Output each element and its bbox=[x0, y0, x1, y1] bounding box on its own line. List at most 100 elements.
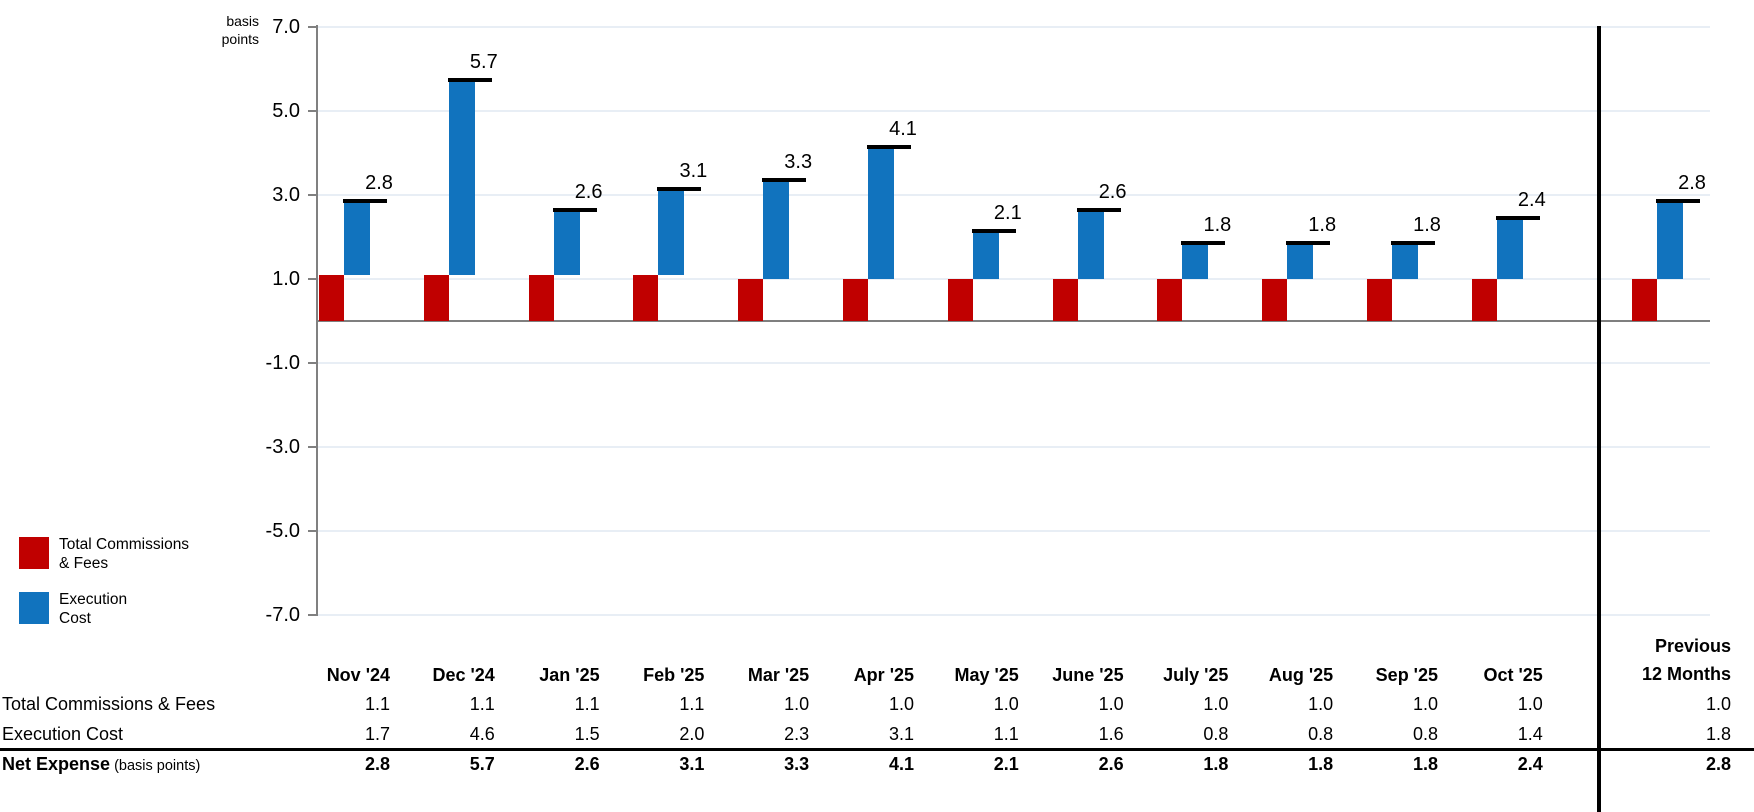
table-value-cell: 3.1 bbox=[679, 754, 705, 774]
bar-value-label: 1.8 bbox=[1203, 214, 1232, 237]
table-column-header: July '25 bbox=[1163, 665, 1229, 685]
bar-value-label: 4.1 bbox=[889, 117, 917, 140]
bar-execution-cost bbox=[1392, 245, 1418, 279]
y-axis-tick-label: -3.0 bbox=[265, 436, 300, 458]
grid-line bbox=[317, 110, 1710, 112]
table-column-header: May '25 bbox=[954, 665, 1019, 685]
y-axis-tick bbox=[308, 362, 317, 364]
table-value-cell: 2.8 bbox=[364, 754, 390, 774]
table-value-cell: 1.8 bbox=[1412, 754, 1438, 774]
table-value-cell-previous: 1.8 bbox=[1705, 724, 1731, 744]
table-column-header: Mar '25 bbox=[747, 665, 810, 685]
bar-value-label: 2.8 bbox=[365, 172, 393, 195]
bar-total-commissions-fees bbox=[423, 274, 449, 321]
grid-line bbox=[317, 26, 1710, 28]
bar-value-label: 2.4 bbox=[1517, 189, 1546, 212]
table-value-cell: 1.8 bbox=[1308, 754, 1334, 774]
net-expense-total-marker bbox=[447, 77, 492, 82]
table-value-cell: 0.8 bbox=[1308, 724, 1334, 744]
bar-total-commissions-fees bbox=[947, 279, 973, 321]
table-value-cell: 2.6 bbox=[574, 754, 600, 774]
net-expense-total-marker bbox=[1076, 207, 1121, 212]
bar-value-label: 3.1 bbox=[679, 159, 708, 182]
table-value-cell: 1.1 bbox=[574, 694, 600, 714]
table-value-cell: 3.3 bbox=[784, 754, 810, 774]
table-value-cell: 4.6 bbox=[469, 724, 495, 744]
table-value-cell-previous: 2.8 bbox=[1705, 754, 1731, 774]
table-value-cell: 1.0 bbox=[1412, 694, 1438, 714]
bar-value-label: 5.7 bbox=[469, 50, 498, 73]
table-value-cell-previous: 1.0 bbox=[1705, 694, 1731, 714]
bar-execution-cost bbox=[553, 211, 580, 275]
y-axis-tick-label: -1.0 bbox=[265, 352, 300, 374]
bar-total-commissions-fees bbox=[1367, 279, 1392, 321]
table-column-header: Jan '25 bbox=[539, 665, 600, 685]
bar-total-commissions-fees bbox=[1157, 279, 1183, 321]
legend-label-commissions-line1: Total Commissions bbox=[59, 536, 190, 553]
bar-total-commissions-fees bbox=[843, 279, 868, 321]
net-expense-total-marker bbox=[657, 186, 702, 191]
table-column-header-previous-line1: Previous bbox=[1654, 636, 1731, 656]
net-expense-unit-note: (basis points) bbox=[110, 758, 201, 774]
net-expense-label: Net Expense bbox=[2, 754, 111, 774]
y-axis-tick bbox=[308, 530, 317, 532]
table-row-label-net-expense: Net Expense (basis points) bbox=[2, 753, 200, 777]
table-value-cell: 3.1 bbox=[888, 724, 914, 744]
table-value-cell: 1.0 bbox=[1517, 694, 1543, 714]
net-expense-total-marker bbox=[971, 228, 1016, 233]
y-axis-tick bbox=[308, 278, 317, 280]
table-value-cell: 1.8 bbox=[1203, 754, 1229, 774]
bar-total-commissions-fees bbox=[1471, 279, 1497, 321]
legend-swatch-execution bbox=[19, 592, 49, 624]
bar-execution-cost bbox=[448, 81, 475, 275]
y-axis-tick-label: 5.0 bbox=[272, 100, 300, 122]
bar-value-label: 2.8 bbox=[1678, 172, 1706, 195]
table-row-label-total-commissions: Total Commissions & Fees bbox=[2, 694, 216, 714]
net-expense-total-marker bbox=[1181, 241, 1226, 246]
bar-execution-cost bbox=[763, 182, 790, 279]
grid-line bbox=[317, 194, 1710, 196]
bar-total-commissions-fees bbox=[738, 279, 764, 321]
table-value-cell: 2.3 bbox=[784, 724, 810, 744]
bar-execution-cost bbox=[1496, 220, 1523, 279]
table-value-cell: 1.0 bbox=[784, 694, 810, 714]
net-expense-total-marker bbox=[1495, 216, 1540, 221]
table-total-separator-line bbox=[0, 748, 1754, 751]
previous-12-months-divider-line bbox=[1597, 26, 1601, 812]
bar-total-commissions-fees bbox=[1632, 279, 1657, 321]
table-column-header: June '25 bbox=[1052, 665, 1124, 685]
legend-label-commissions-line2: & Fees bbox=[59, 555, 109, 572]
table-value-cell: 0.8 bbox=[1412, 724, 1438, 744]
y-axis-tick bbox=[308, 446, 317, 448]
table-value-cell: 4.1 bbox=[888, 754, 914, 774]
y-axis-unit-line2: points bbox=[221, 31, 259, 47]
legend-label-execution: Execution Cost bbox=[59, 590, 229, 628]
table-value-cell: 5.7 bbox=[469, 754, 495, 774]
net-expense-total-marker bbox=[867, 144, 911, 149]
net-expense-total-marker bbox=[762, 178, 807, 183]
table-value-cell: 1.1 bbox=[993, 724, 1019, 744]
bar-execution-cost bbox=[658, 190, 685, 275]
table-value-cell: 1.0 bbox=[1308, 694, 1334, 714]
table-value-cell: 1.0 bbox=[888, 694, 914, 714]
table-column-header: Nov '24 bbox=[326, 665, 390, 685]
bar-value-label: 1.8 bbox=[1308, 214, 1337, 237]
table-value-cell: 2.0 bbox=[679, 724, 705, 744]
y-axis-tick bbox=[308, 26, 317, 28]
table-value-cell: 1.1 bbox=[364, 694, 390, 714]
zero-baseline bbox=[317, 320, 1710, 322]
bar-total-commissions-fees bbox=[1052, 279, 1078, 321]
bar-execution-cost bbox=[868, 148, 894, 279]
bar-execution-cost bbox=[1287, 245, 1314, 279]
y-axis-tick bbox=[308, 194, 317, 196]
net-expense-total-marker bbox=[343, 199, 387, 204]
legend-label-execution-line2: Cost bbox=[59, 610, 91, 627]
grid-line bbox=[317, 278, 1710, 280]
y-axis-unit-line1: basis bbox=[226, 13, 259, 29]
bar-execution-cost bbox=[1077, 211, 1104, 279]
table-row-label-execution-cost: Execution Cost bbox=[2, 724, 124, 744]
table-value-cell: 1.0 bbox=[1203, 694, 1229, 714]
table-value-cell: 1.1 bbox=[469, 694, 495, 714]
bar-total-commissions-fees bbox=[319, 274, 344, 321]
